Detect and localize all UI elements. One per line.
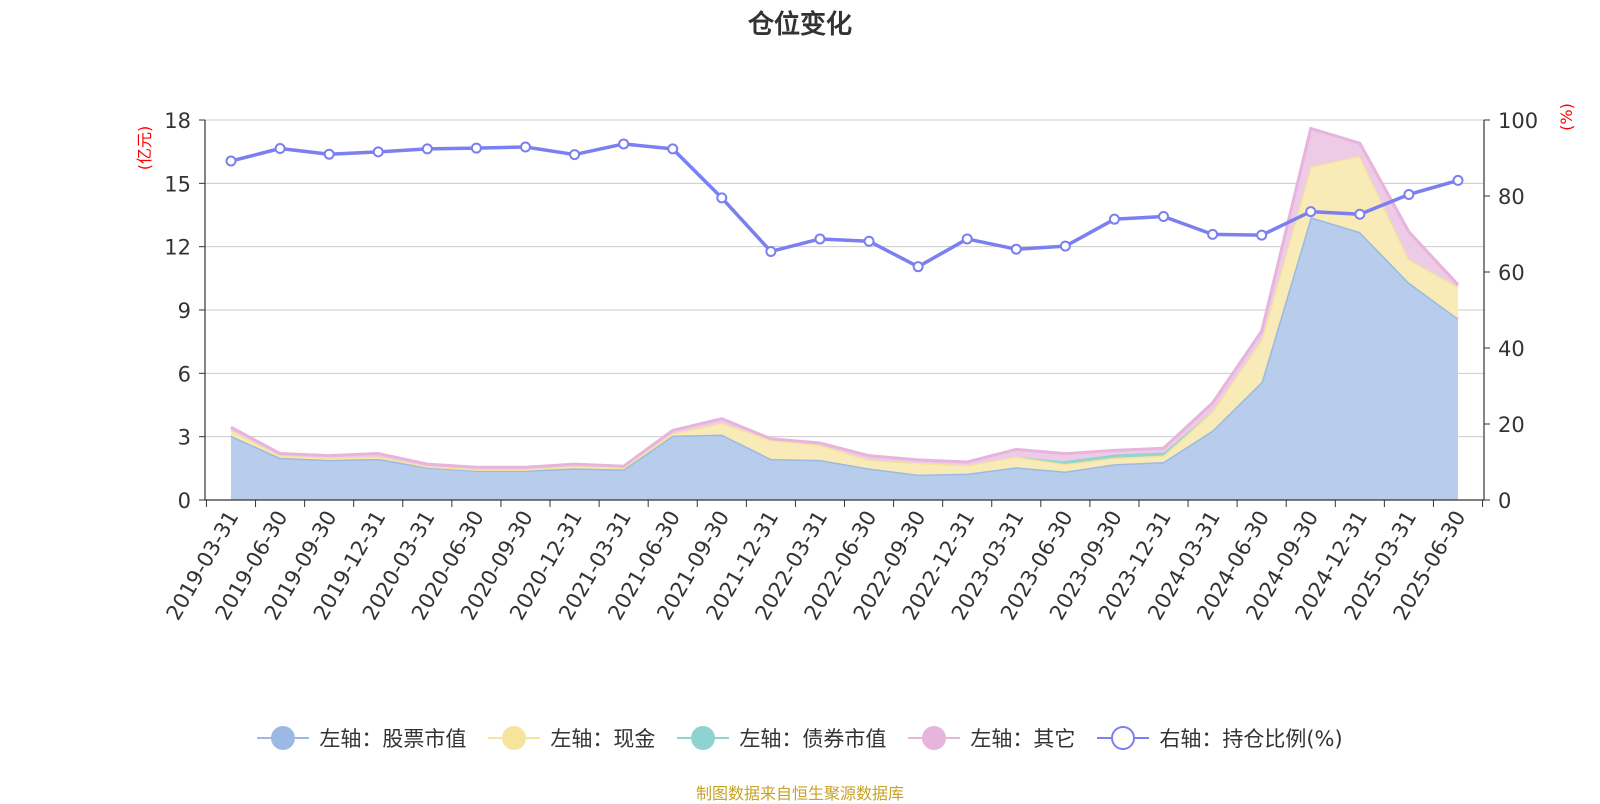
ratio-point	[961, 233, 973, 245]
legend: 左轴：股票市值 左轴：现金 左轴：债券市值 左轴：其它 右轴：持仓比例(%)	[0, 723, 1600, 753]
left-tick-label: 9	[178, 299, 191, 323]
ratio-point	[1256, 229, 1268, 241]
left-tick-label: 15	[164, 172, 191, 196]
ratio-point	[814, 233, 826, 245]
legend-label: 左轴：其它	[970, 727, 1076, 751]
ratio-point	[1452, 174, 1464, 186]
ratio-point	[667, 143, 679, 155]
right-tick-label: 100	[1498, 109, 1538, 133]
ratio-point	[1059, 240, 1071, 252]
ratio-point	[323, 148, 335, 160]
right-axis-unit: (%)	[1557, 103, 1576, 131]
legend-marker-icon	[677, 723, 730, 753]
right-tick-label: 0	[1498, 489, 1511, 513]
ratio-point	[274, 143, 286, 154]
ratio-point	[1108, 213, 1120, 225]
cash-area	[231, 155, 1458, 475]
legend-item[interactable]: 左轴：股票市值	[257, 723, 466, 753]
stacked-areas	[230, 126, 1460, 501]
stock-area	[231, 217, 1458, 501]
legend-marker-icon	[488, 723, 541, 753]
ratio-point	[470, 142, 482, 154]
legend-item[interactable]: 左轴：其它	[908, 723, 1075, 753]
ratio-point	[716, 192, 728, 204]
legend-label: 左轴：现金	[550, 727, 656, 751]
ratio-point	[765, 245, 777, 257]
other-area-edge	[230, 126, 1460, 469]
left-tick-label: 3	[178, 426, 191, 450]
right-tick-label: 40	[1498, 337, 1525, 361]
ratio-point	[1403, 188, 1415, 200]
ratio-point	[519, 141, 531, 153]
ratio-line	[225, 138, 1464, 273]
ratio-point	[1305, 206, 1317, 218]
ratio-point	[421, 143, 433, 155]
chart-title: 仓位变化	[747, 10, 852, 40]
ratio-point	[912, 261, 924, 273]
grid-lines	[205, 119, 1484, 438]
legend-label: 左轴：债券市值	[739, 727, 887, 751]
left-tick-label: 12	[164, 236, 191, 260]
ratio-line-path	[230, 142, 1459, 269]
legend-item[interactable]: 左轴：债券市值	[677, 723, 886, 753]
left-tick-label: 6	[178, 362, 191, 386]
left-tick-label: 0	[178, 489, 191, 513]
legend-label: 左轴：股票市值	[319, 727, 467, 751]
legend-item[interactable]: 右轴：持仓比例(%)	[1097, 723, 1343, 753]
ratio-point	[569, 149, 581, 161]
right-tick-label: 60	[1498, 261, 1525, 285]
ratio-point	[225, 155, 237, 167]
legend-label: 右轴：持仓比例(%)	[1159, 727, 1343, 751]
legend-marker-icon	[1097, 723, 1150, 753]
right-tick-label: 20	[1498, 413, 1525, 437]
ratio-point	[618, 138, 630, 150]
left-axis-unit: (亿元)	[135, 126, 154, 171]
ratio-point	[1158, 211, 1170, 223]
ratio-point	[372, 146, 384, 158]
right-tick-label: 80	[1498, 185, 1525, 209]
source-note: 制图数据来自恒生聚源数据库	[695, 784, 904, 803]
legend-item[interactable]: 左轴：现金	[488, 723, 655, 753]
legend-marker-icon	[257, 723, 310, 753]
left-tick-label: 18	[164, 109, 191, 133]
ratio-point	[1010, 243, 1022, 255]
ratio-point	[1207, 228, 1219, 240]
legend-marker-icon	[908, 723, 961, 753]
ratio-point	[863, 235, 875, 247]
ratio-point	[1354, 208, 1366, 220]
